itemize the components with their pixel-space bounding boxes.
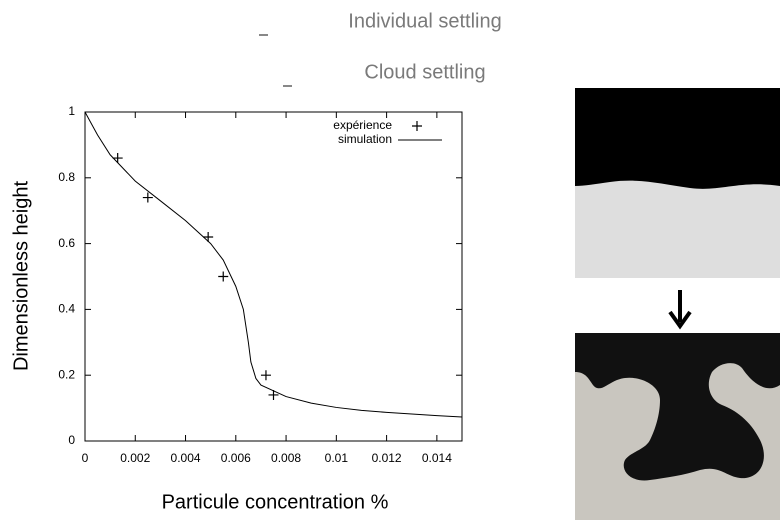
y-tick-label: 0: [68, 433, 75, 447]
x-tick-label: 0.012: [372, 451, 402, 465]
legend-label: simulation: [338, 132, 392, 146]
x-tick-label: 0.004: [171, 451, 201, 465]
y-tick-label: 0.2: [58, 367, 75, 381]
y-tick-label: 1: [68, 104, 75, 118]
point: [260, 370, 271, 381]
point: [142, 192, 153, 203]
point: [112, 153, 123, 164]
x-tick-label: 0: [82, 451, 89, 465]
y-axis-label: Dimensionless height: [10, 181, 32, 372]
arrow: [668, 290, 692, 330]
point: [218, 271, 229, 282]
plot: 0 0.2 0.4 0.6 0.8 1 0 0.002 0.004 0.006 0.008 0.01 0…: [58, 104, 463, 465]
y-tick-label: 0.4: [58, 302, 75, 316]
annotation: Individual settling: [348, 10, 501, 32]
x-axis-label: Particule concentration %: [162, 491, 389, 513]
point: [203, 232, 214, 243]
x-tick-label: 0.014: [422, 451, 452, 465]
annotation: Cloud settling: [364, 61, 485, 83]
x-tick-label: 0.002: [120, 451, 150, 465]
settling-image-before: [575, 88, 780, 278]
line: [84, 111, 463, 418]
y-tick-label: 0.8: [58, 170, 75, 184]
legend-label: expérience: [333, 118, 392, 132]
settling-image-after: [575, 333, 780, 520]
legend-marker: [412, 121, 422, 131]
x-tick-label: 0.008: [271, 451, 301, 465]
y-tick-label: 0.6: [58, 236, 75, 250]
point: [268, 389, 279, 400]
x-tick-label: 0.006: [221, 451, 251, 465]
x-tick-label: 0.01: [325, 451, 349, 465]
plot-frame: [84, 111, 463, 442]
